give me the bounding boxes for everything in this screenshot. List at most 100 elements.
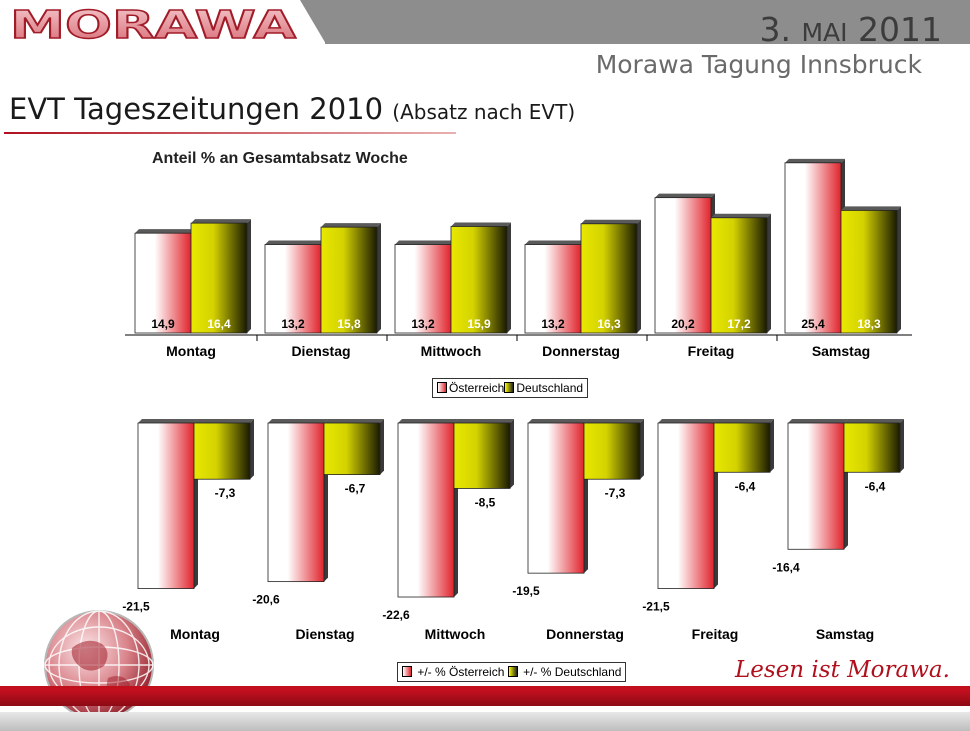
- bar-germany-change-top: [714, 419, 774, 423]
- bar-germany-side: [247, 219, 251, 333]
- header-wedge: [300, 0, 326, 44]
- bar-austria-face: [654, 197, 712, 334]
- event-title: Morawa Tagung Innsbruck: [595, 50, 922, 79]
- data-label: 17,2: [727, 317, 751, 331]
- bar-austria-change-top: [398, 419, 458, 423]
- bar-germany-side: [507, 222, 511, 333]
- chart2-legend: +/- % Österreich +/- % Deutschland: [397, 662, 627, 682]
- legend-swatch-germany: [504, 382, 515, 393]
- bar-germany-top: [321, 223, 381, 228]
- data-label: -8,5: [475, 495, 496, 509]
- bar-austria: [784, 158, 845, 334]
- bar-austria-face: [524, 244, 582, 334]
- legend-swatch-germany-change: [507, 666, 518, 677]
- bar-germany-change-top: [324, 419, 384, 423]
- footer-line: [0, 686, 970, 689]
- bar-germany-change-side: [770, 419, 774, 473]
- data-label: 16,3: [597, 317, 621, 331]
- bar-germany-change: [583, 419, 644, 480]
- svg-text:MORAWA: MORAWA: [10, 4, 297, 47]
- date-label: 3. MAI 2011: [759, 10, 942, 49]
- bar-germany-side: [897, 206, 901, 333]
- data-label: -6,4: [735, 479, 756, 493]
- bar-germany-change: [843, 419, 904, 473]
- bar-germany-face: [710, 217, 768, 334]
- bar-austria-face: [394, 244, 452, 334]
- data-label: 20,2: [671, 317, 695, 331]
- data-label: 13,2: [411, 317, 435, 331]
- bar-austria-change-face: [137, 422, 195, 589]
- bar-austria-change: [267, 419, 328, 583]
- bar-germany-change-side: [250, 419, 254, 480]
- data-label: -21,5: [122, 600, 150, 614]
- bar-germany-change-side: [380, 419, 384, 475]
- category-label: Mittwoch: [421, 343, 482, 359]
- bar-germany-top: [841, 206, 901, 211]
- data-label: -6,4: [865, 479, 886, 493]
- legend-swatch-austria-change: [402, 666, 412, 677]
- legend-label-germany-change: +/- % Deutschland: [523, 665, 622, 679]
- category-label: Dienstag: [295, 626, 354, 642]
- bar-austria-change: [137, 419, 198, 589]
- data-label: 13,2: [541, 317, 565, 331]
- bar-germany: [190, 219, 251, 334]
- bar-austria-face: [134, 232, 192, 334]
- bar-germany-change-top: [194, 419, 254, 423]
- bar-germany-face: [840, 209, 898, 334]
- bar-austria-change: [787, 419, 848, 550]
- legend-label-austria-change: +/- % Österreich: [417, 665, 505, 679]
- bar-austria: [394, 240, 455, 334]
- chart1-legend: Österreich Deutschland: [432, 378, 589, 398]
- data-label: -20,6: [252, 593, 280, 607]
- bar-germany-top: [711, 213, 771, 218]
- page-title: EVT Tageszeitungen 2010 (Absatz nach EVT…: [9, 92, 575, 126]
- data-label: -19,5: [512, 584, 540, 598]
- bar-germany-face: [580, 223, 638, 334]
- slogan: Lesen ist Morawa.: [735, 657, 950, 683]
- category-label: Dienstag: [291, 343, 350, 359]
- bar-austria-top: [265, 240, 325, 245]
- data-label: -7,3: [605, 486, 626, 500]
- bar-germany: [320, 223, 381, 334]
- category-label: Montag: [170, 626, 220, 642]
- date-month: MAI: [801, 18, 848, 47]
- legend-swatch-austria: [437, 382, 447, 393]
- data-label: 18,3: [857, 317, 881, 331]
- header-gray-band: [325, 0, 970, 44]
- bar-austria-top: [135, 229, 195, 234]
- bar-germany-change: [323, 419, 384, 475]
- bar-germany-change-top: [584, 419, 644, 423]
- chart-title: Anteil % an Gesamtabsatz Woche: [152, 150, 408, 167]
- page-title-sub: (Absatz nach EVT): [392, 100, 576, 124]
- bar-germany-top: [191, 219, 251, 224]
- bar-austria: [264, 240, 325, 334]
- share-chart: 14,9 16,4 Montag 13,2 15,8 Dienstag 13,2 15,9 Mi…: [125, 158, 912, 359]
- change-chart: -21,5 -7,3 Montag -20,6 -6,7 Dienstag -22,6 -8,…: [122, 419, 904, 642]
- bar-austria-change-top: [138, 419, 198, 423]
- bar-austria-change: [657, 419, 718, 589]
- bar-austria-change-face: [657, 422, 715, 589]
- bar-germany: [710, 213, 771, 334]
- data-label: 14,9: [151, 317, 175, 331]
- bar-austria-change-face: [527, 422, 585, 574]
- bar-germany-change-face: [843, 422, 901, 473]
- bar-austria-top: [655, 193, 715, 198]
- bar-germany-top: [451, 222, 511, 227]
- morawa-logo: MORAWA: [9, 4, 297, 48]
- category-label: Freitag: [688, 343, 735, 359]
- footer-red-bar: [0, 689, 970, 706]
- bar-germany-change: [713, 419, 774, 473]
- title-underline: [4, 132, 456, 134]
- bar-germany-change-top: [844, 419, 904, 423]
- date-year: 2011: [847, 10, 942, 49]
- bar-germany-change-face: [193, 422, 251, 480]
- bar-germany-change-side: [510, 419, 514, 489]
- bar-germany-change-top: [454, 419, 514, 423]
- bar-germany-change-side: [900, 419, 904, 473]
- category-label: Freitag: [692, 626, 739, 642]
- bar-germany-change-face: [583, 422, 641, 480]
- bar-austria-change-face: [267, 422, 325, 583]
- legend-label-germany: Deutschland: [516, 381, 584, 395]
- bar-germany: [450, 222, 511, 334]
- bar-austria-change-face: [787, 422, 845, 550]
